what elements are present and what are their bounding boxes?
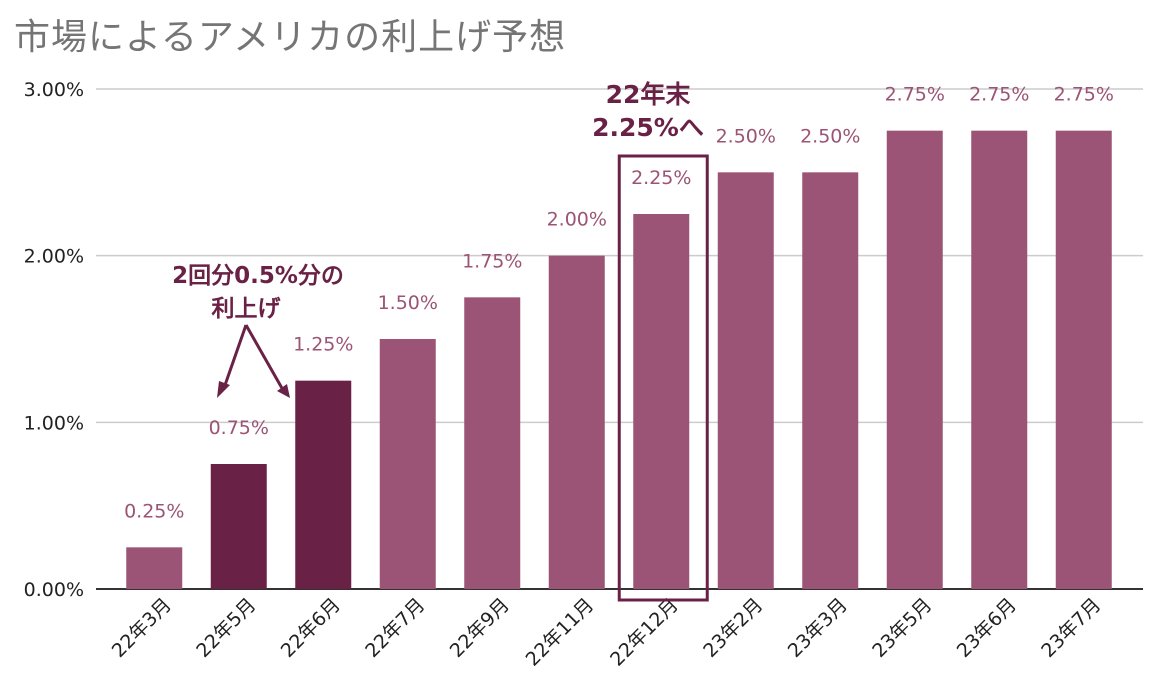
data-label: 2.50%: [800, 125, 860, 147]
bar: [379, 339, 436, 589]
x-tick-label: 22年12月: [606, 594, 683, 671]
x-tick-label: 22年7月: [361, 594, 429, 662]
yearend-annotation-line2: 2.25%へ: [592, 113, 704, 142]
x-tick-label: 23年7月: [1037, 594, 1105, 662]
chart-title: 市場によるアメリカの利上げ予想: [14, 17, 567, 58]
data-label: 2.25%: [631, 167, 691, 189]
data-label: 2.75%: [885, 84, 945, 106]
bar: [1055, 130, 1112, 589]
data-label: 0.75%: [209, 417, 269, 439]
x-tick-label: 22年6月: [277, 594, 345, 662]
x-tick-label: 23年5月: [868, 594, 936, 662]
bar: [464, 297, 521, 589]
data-label: 2.75%: [969, 84, 1029, 106]
x-tick-label: 22年9月: [446, 594, 514, 662]
y-tick-label: 0.00%: [24, 579, 84, 601]
year-end-highlight-box: [617, 154, 709, 602]
x-tick-label: 22年11月: [522, 594, 599, 671]
data-label: 2.50%: [716, 125, 776, 147]
yearend-annotation-line1: 22年末: [606, 80, 691, 109]
bar: [802, 172, 859, 590]
bar: [633, 214, 690, 589]
data-label: 2.75%: [1054, 84, 1114, 106]
y-tick-label: 2.00%: [24, 246, 84, 268]
data-label: 1.75%: [462, 250, 522, 272]
bar: [548, 255, 605, 589]
x-tick-label: 23年2月: [699, 594, 767, 662]
bar: [717, 172, 774, 590]
bar: [971, 130, 1028, 589]
x-tick-label: 22年3月: [108, 594, 176, 662]
y-tick-label: 3.00%: [24, 79, 84, 101]
bar: [295, 380, 352, 589]
x-tick-label: 23年6月: [953, 594, 1021, 662]
data-label: 1.50%: [378, 292, 438, 314]
data-label: 0.25%: [124, 500, 184, 522]
bar: [886, 130, 943, 589]
x-tick-label: 22年5月: [192, 594, 260, 662]
data-label: 1.25%: [293, 334, 353, 356]
hike-annotation-line1: 2回分0.5%分の: [172, 263, 344, 289]
y-tick-label: 1.00%: [24, 412, 84, 434]
hike-arrows: [222, 324, 285, 391]
bar: [210, 464, 267, 589]
x-tick-label: 23年3月: [784, 594, 852, 662]
arrowheads: [217, 381, 290, 398]
data-label: 2.00%: [547, 209, 607, 231]
hike-annotation-line2: 利上げ: [212, 296, 282, 322]
bar: [126, 547, 183, 589]
